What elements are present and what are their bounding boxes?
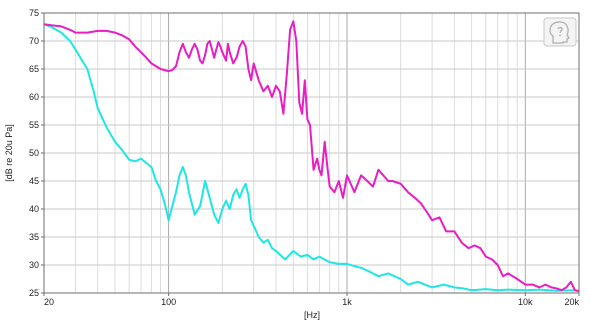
y-tick-label: 45 (29, 176, 39, 186)
series-line-1 (43, 20, 580, 293)
y-tick-label: 65 (29, 64, 39, 74)
y-tick-label: 70 (29, 36, 39, 46)
x-tick-label: 100 (161, 297, 176, 307)
x-tick-label: 20k (564, 297, 579, 307)
y-tick-label: 55 (29, 120, 39, 130)
y-tick-label: 60 (29, 92, 39, 102)
y-axis-label: [dB re 20u Pa] (4, 124, 14, 182)
x-tick-label: 10k (518, 297, 533, 307)
y-tick-label: 40 (29, 204, 39, 214)
y-tick-label: 35 (29, 232, 39, 242)
sound-head-icon (543, 17, 577, 47)
x-axis-label: [Hz] (304, 310, 320, 320)
y-tick-label: 75 (29, 8, 39, 18)
series-line-2 (43, 23, 580, 292)
x-tick-label: 20 (44, 297, 54, 307)
series-group (43, 20, 580, 293)
x-tick-label: 1k (342, 297, 352, 307)
y-tick-labels: 25 30 35 40 45 50 55 60 65 70 75 (29, 8, 44, 298)
y-tick-label: 30 (29, 260, 39, 270)
y-tick-label: 50 (29, 148, 39, 158)
x-tick-labels: 20 100 1k 10k 20k (43, 293, 580, 307)
y-tick-label: 25 (29, 288, 39, 298)
